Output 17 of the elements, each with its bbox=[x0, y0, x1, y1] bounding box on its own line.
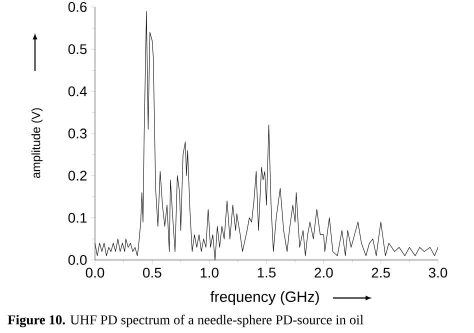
y-tick-label: 0.0 bbox=[68, 255, 87, 265]
y-tick-label: 0.2 bbox=[68, 170, 87, 181]
x-tick-label: 3.0 bbox=[428, 268, 448, 278]
y-tick-label: 0.5 bbox=[68, 44, 87, 54]
x-tick-label: 2.0 bbox=[314, 268, 333, 278]
x-tick-label: 2.5 bbox=[372, 268, 390, 278]
x-axis-title: frequency (GHz) bbox=[210, 291, 319, 305]
x-tick-label: 1.5 bbox=[258, 268, 276, 278]
y-axis-title: amplitude (V) bbox=[31, 108, 43, 178]
x-tick-label: 0.5 bbox=[143, 268, 162, 278]
x-tick-label: 0.0 bbox=[86, 268, 104, 278]
y-tick-label: 0.1 bbox=[68, 212, 87, 223]
x-tick-label: 1.0 bbox=[200, 268, 218, 278]
y-tick-label: 0.4 bbox=[68, 86, 87, 96]
y-tick-label: 0.6 bbox=[68, 2, 87, 12]
text: Figure 10. UHF PD spectrum of a needle-sphere PD-source in oil bbox=[8, 314, 364, 328]
y-tick-label: 0.3 bbox=[68, 128, 87, 138]
